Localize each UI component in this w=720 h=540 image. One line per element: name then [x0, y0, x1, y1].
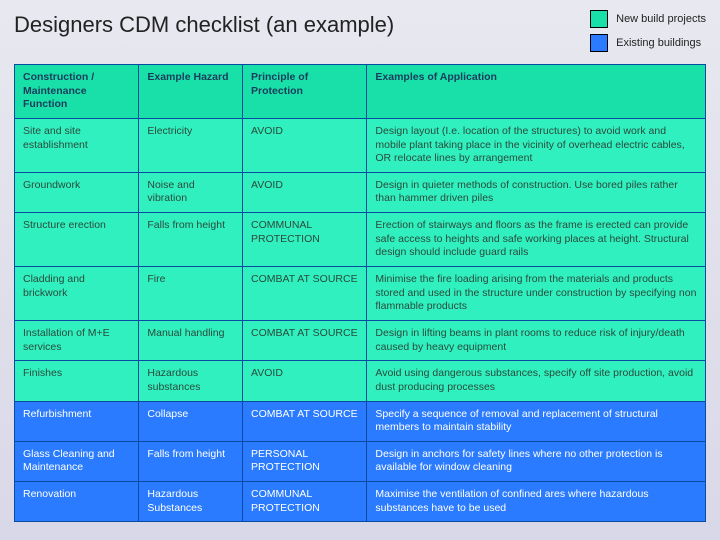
table-row: RenovationHazardous SubstancesCOMMUNAL P… — [15, 482, 706, 522]
table-cell: COMMUNAL PROTECTION — [243, 213, 367, 267]
table-cell: AVOID — [243, 172, 367, 212]
table-cell: Refurbishment — [15, 401, 139, 441]
table-row: Cladding and brickworkFireCOMBAT AT SOUR… — [15, 267, 706, 321]
table-cell: Groundwork — [15, 172, 139, 212]
table-header-row: Construction / Maintenance Function Exam… — [15, 65, 706, 119]
table-cell: Structure erection — [15, 213, 139, 267]
table-row: Structure erectionFalls from heightCOMMU… — [15, 213, 706, 267]
table-cell: Glass Cleaning and Maintenance — [15, 441, 139, 481]
table-cell: Avoid using dangerous substances, specif… — [367, 361, 706, 401]
col-header: Construction / Maintenance Function — [15, 65, 139, 119]
swatch-existing — [590, 34, 608, 52]
table-cell: Specify a sequence of removal and replac… — [367, 401, 706, 441]
table-row: Glass Cleaning and MaintenanceFalls from… — [15, 441, 706, 481]
table-row: Installation of M+E servicesManual handl… — [15, 320, 706, 360]
table-cell: Maximise the ventilation of confined are… — [367, 482, 706, 522]
table-cell: Erection of stairways and floors as the … — [367, 213, 706, 267]
table-cell: Fire — [139, 267, 243, 321]
table-cell: Falls from height — [139, 441, 243, 481]
checklist-table: Construction / Maintenance Function Exam… — [14, 64, 706, 522]
table-cell: Design in anchors for safety lines where… — [367, 441, 706, 481]
table-cell: Minimise the fire loading arising from t… — [367, 267, 706, 321]
legend-label: New build projects — [616, 13, 706, 25]
col-header: Example Hazard — [139, 65, 243, 119]
legend-item-existing: Existing buildings — [590, 34, 706, 52]
table-cell: Collapse — [139, 401, 243, 441]
col-header: Examples of Application — [367, 65, 706, 119]
table-cell: Falls from height — [139, 213, 243, 267]
legend: New build projects Existing buildings — [590, 10, 706, 52]
legend-label: Existing buildings — [616, 37, 701, 49]
header: Designers CDM checklist (an example) New… — [14, 10, 706, 52]
table-cell: Design layout (I.e. location of the stru… — [367, 118, 706, 172]
table-cell: COMBAT AT SOURCE — [243, 401, 367, 441]
table-cell: Cladding and brickwork — [15, 267, 139, 321]
table-cell: Installation of M+E services — [15, 320, 139, 360]
table-cell: Manual handling — [139, 320, 243, 360]
table-row: FinishesHazardous substancesAVOIDAvoid u… — [15, 361, 706, 401]
table-cell: COMBAT AT SOURCE — [243, 320, 367, 360]
table-cell: Noise and vibration — [139, 172, 243, 212]
swatch-new — [590, 10, 608, 28]
table-cell: Design in lifting beams in plant rooms t… — [367, 320, 706, 360]
table-cell: AVOID — [243, 118, 367, 172]
table-cell: Renovation — [15, 482, 139, 522]
table-cell: Electricity — [139, 118, 243, 172]
legend-item-new: New build projects — [590, 10, 706, 28]
table-cell: PERSONAL PROTECTION — [243, 441, 367, 481]
table-cell: Hazardous substances — [139, 361, 243, 401]
table-row: RefurbishmentCollapseCOMBAT AT SOURCESpe… — [15, 401, 706, 441]
page-title: Designers CDM checklist (an example) — [14, 10, 590, 38]
table-cell: Design in quieter methods of constructio… — [367, 172, 706, 212]
table-cell: Hazardous Substances — [139, 482, 243, 522]
col-header: Principle of Protection — [243, 65, 367, 119]
table-cell: COMBAT AT SOURCE — [243, 267, 367, 321]
table-cell: Site and site establishment — [15, 118, 139, 172]
table-row: GroundworkNoise and vibrationAVOIDDesign… — [15, 172, 706, 212]
table-row: Site and site establishmentElectricityAV… — [15, 118, 706, 172]
table-cell: Finishes — [15, 361, 139, 401]
table-cell: AVOID — [243, 361, 367, 401]
table-cell: COMMUNAL PROTECTION — [243, 482, 367, 522]
